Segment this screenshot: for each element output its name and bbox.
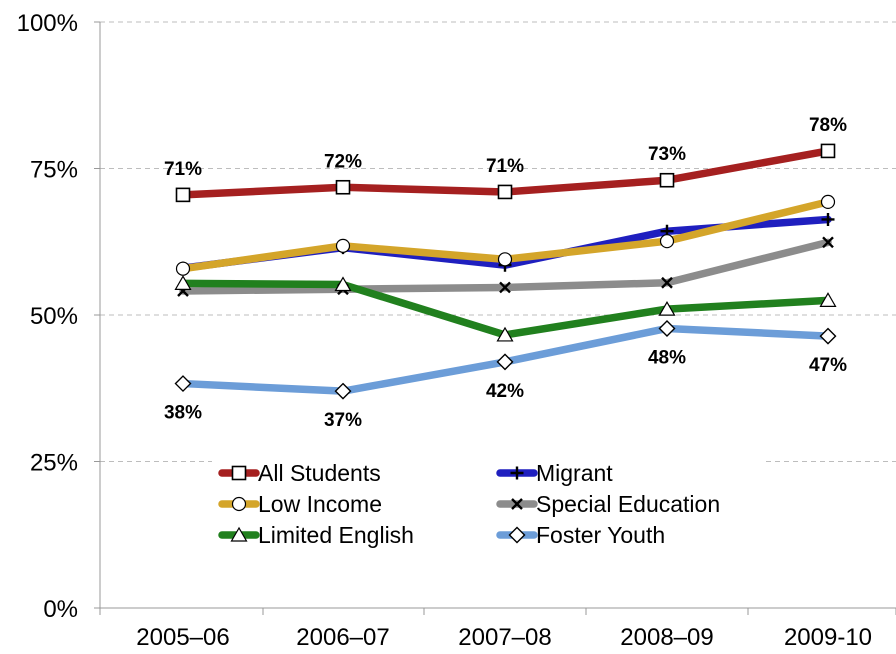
legend-marker — [511, 498, 523, 510]
legend: All Students Migrant Low Income Special Edu… — [212, 456, 764, 556]
y-tick-label: 50% — [30, 303, 78, 330]
data-point-special-education — [661, 276, 673, 289]
axes: 0% 25% 50% 75% 100% 2005–06 2006–07 2007–08 2008… — [17, 10, 896, 651]
x-tick-label: 2008–09 — [620, 624, 713, 651]
x-tick-label: 2005–06 — [136, 624, 229, 651]
data-point-limited-english — [658, 300, 676, 316]
y-tick-label: 100% — [17, 10, 78, 37]
legend-marker — [508, 526, 526, 544]
legend-label: Low Income — [258, 491, 382, 517]
legend-label: Special Education — [536, 491, 720, 517]
data-point-foster-youth — [174, 375, 192, 393]
data-point-low-income — [175, 261, 191, 276]
legend-label: All Students — [258, 460, 381, 486]
data-point-all-students — [335, 179, 351, 195]
legend-item-special-education: Special Education — [496, 491, 720, 517]
legend-marker — [231, 465, 247, 481]
legend-marker — [231, 496, 247, 512]
data-label-foster-youth: 48% — [648, 347, 686, 368]
data-label-foster-youth: 38% — [164, 403, 202, 424]
x-tick-label: 2006–07 — [296, 624, 389, 651]
data-label-all-students: 73% — [648, 144, 686, 165]
data-point-limited-english — [174, 275, 192, 290]
data-label-foster-youth: 42% — [486, 381, 524, 402]
data-label-all-students: 71% — [164, 159, 202, 180]
data-point-all-students — [820, 143, 836, 159]
data-point-limited-english — [819, 292, 837, 307]
legend-background — [212, 456, 764, 556]
legend-marker — [510, 466, 524, 480]
data-point-foster-youth — [496, 353, 514, 371]
data-point-all-students — [497, 184, 513, 200]
data-point-foster-youth — [819, 327, 837, 345]
data-point-low-income — [335, 238, 351, 253]
data-point-low-income — [497, 252, 513, 267]
x-tick-label: 2007–08 — [458, 624, 551, 651]
data-point-foster-youth — [658, 319, 676, 337]
legend-marker — [230, 526, 248, 542]
legend-label: Migrant — [536, 460, 613, 486]
legend-item-low-income: Low Income — [218, 491, 382, 517]
data-label-all-students: 72% — [324, 151, 362, 172]
x-tick-label: 2009-10 — [784, 624, 872, 651]
legend-item-migrant: Migrant — [496, 460, 613, 486]
data-point-special-education — [822, 236, 834, 249]
legend-item-limited-english: Limited English — [218, 522, 414, 548]
series-markers — [174, 143, 837, 400]
data-point-foster-youth — [334, 382, 352, 400]
data-label-foster-youth: 47% — [809, 355, 847, 376]
data-point-limited-english — [334, 276, 352, 292]
y-tick-label: 0% — [43, 596, 78, 623]
data-point-low-income — [820, 194, 836, 210]
data-point-special-education — [499, 281, 511, 294]
data-point-migrant — [821, 212, 835, 226]
legend-item-all-students: All Students — [218, 460, 381, 486]
data-point-all-students — [659, 172, 675, 188]
legend-label: Foster Youth — [536, 522, 665, 548]
data-labels: 71% 72% 71% 73% 78% 38% 37% 42% 48% 47% — [164, 115, 847, 431]
data-point-limited-english — [496, 326, 514, 342]
data-label-all-students: 78% — [809, 115, 847, 136]
data-label-foster-youth: 37% — [324, 410, 362, 431]
data-point-low-income — [659, 234, 675, 249]
legend-label: Limited English — [258, 522, 414, 548]
y-tick-label: 25% — [30, 450, 78, 477]
data-label-all-students: 71% — [486, 156, 524, 177]
data-point-all-students — [175, 187, 191, 203]
y-tick-label: 75% — [30, 157, 78, 184]
legend-item-foster-youth: Foster Youth — [496, 522, 665, 548]
